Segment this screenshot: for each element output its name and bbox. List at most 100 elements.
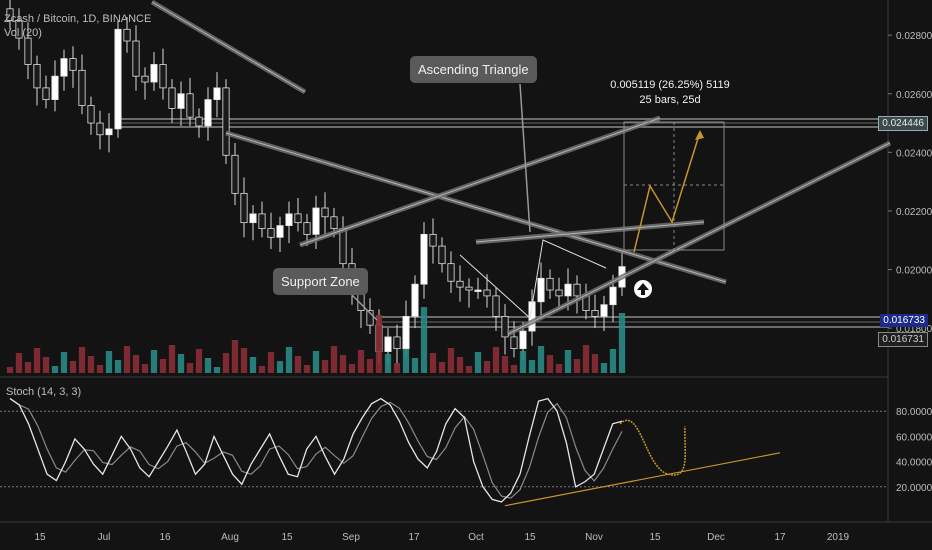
candle-body	[303, 222, 311, 235]
candle-body	[33, 64, 41, 89]
candle	[402, 300, 410, 358]
candle	[24, 22, 32, 80]
volume-bar	[528, 360, 536, 373]
up-arrow-glyph	[637, 283, 649, 295]
volume-bar	[204, 358, 212, 373]
candle	[600, 295, 608, 332]
candle-body	[384, 336, 392, 352]
volume-bar	[159, 359, 167, 373]
ascending-channel-upper-core	[299, 117, 661, 246]
volume-bar	[150, 350, 158, 373]
candle-body	[330, 216, 338, 229]
volume-bar	[591, 354, 599, 373]
candle	[294, 198, 302, 232]
volume-bar	[168, 345, 176, 373]
time-tick-label: 17	[408, 532, 420, 543]
time-tick-label: Sep	[342, 532, 360, 543]
volume-bar	[240, 348, 248, 373]
candle-body	[60, 58, 68, 77]
volume-bar	[474, 352, 482, 373]
candle-body	[564, 283, 572, 297]
candle	[258, 201, 266, 238]
volume-bar	[510, 365, 518, 373]
candle-body	[105, 128, 113, 136]
candle	[339, 216, 347, 276]
ascending-channel-lower-core	[507, 142, 891, 335]
candle	[492, 287, 500, 332]
time-tick-label: Oct	[468, 532, 484, 543]
support-zone-label[interactable]: Support Zone	[273, 268, 368, 295]
symbol-line: Zcash / Bitcoin, 1D, BINANCE	[4, 13, 152, 25]
candle	[510, 321, 518, 358]
candle-body	[276, 225, 284, 238]
stoch-k-line	[9, 397, 623, 503]
candle-body	[168, 87, 176, 109]
candle	[420, 222, 428, 299]
candle-body	[321, 207, 329, 218]
volume-bar	[438, 362, 446, 373]
volume-bar	[564, 350, 572, 373]
price-label-lower: 0.016731	[878, 332, 928, 347]
candle	[150, 52, 158, 91]
volume-bar	[582, 345, 590, 373]
candle-body	[438, 245, 446, 265]
volume-bar	[501, 356, 509, 373]
candle-body	[609, 286, 617, 306]
volume-bar	[267, 352, 275, 373]
candle	[87, 96, 95, 135]
volume-bar	[222, 353, 230, 373]
candle-body	[366, 310, 374, 326]
candle	[321, 192, 329, 235]
candle-body	[15, 20, 23, 39]
candle	[231, 142, 239, 206]
time-tick-label: 15	[649, 532, 661, 543]
candle	[276, 216, 284, 252]
candle-body	[537, 277, 545, 303]
volume-bar	[51, 366, 59, 373]
volume-bar	[537, 346, 545, 373]
candle	[42, 75, 50, 109]
candle-body	[600, 304, 608, 317]
candle	[249, 205, 257, 241]
volume-bar	[294, 356, 302, 373]
candle	[204, 87, 212, 141]
volume-bar	[42, 357, 50, 373]
volume-bar	[195, 349, 203, 373]
volume-bar	[456, 357, 464, 373]
candle-body	[132, 40, 140, 77]
triangle-top-line-core	[475, 221, 705, 243]
candle-body	[420, 233, 428, 285]
candle	[267, 212, 275, 250]
descending-trendline-upper-core	[151, 1, 306, 93]
time-tick-label: 15	[281, 532, 293, 543]
candle-body	[402, 316, 410, 350]
volume-bar	[24, 362, 32, 373]
volume-bar	[15, 353, 23, 373]
volume-bar	[375, 315, 383, 373]
candle-body	[501, 316, 509, 338]
candle-body	[447, 263, 455, 282]
candle-body	[159, 64, 167, 89]
candle	[222, 79, 230, 165]
time-tick-label: Aug	[221, 532, 239, 543]
candle	[123, 16, 131, 53]
candle	[591, 294, 599, 329]
candle	[474, 277, 482, 299]
candle-body	[6, 8, 14, 21]
candle-body	[87, 105, 95, 124]
candle-body	[195, 116, 203, 127]
candle	[465, 278, 473, 308]
candle	[429, 218, 437, 264]
volume-bar	[186, 363, 194, 373]
candle-body	[222, 87, 230, 156]
ascending-triangle-label[interactable]: Ascending Triangle	[410, 56, 537, 83]
measure-line-2: 25 bars, 25d	[639, 94, 701, 106]
stoch-indicator-label: Stoch (14, 3, 3)	[6, 386, 82, 398]
volume-bar	[357, 350, 365, 373]
candle-body	[429, 233, 437, 247]
candle	[132, 25, 140, 91]
candle-body	[465, 286, 473, 291]
candle-body	[285, 213, 293, 226]
